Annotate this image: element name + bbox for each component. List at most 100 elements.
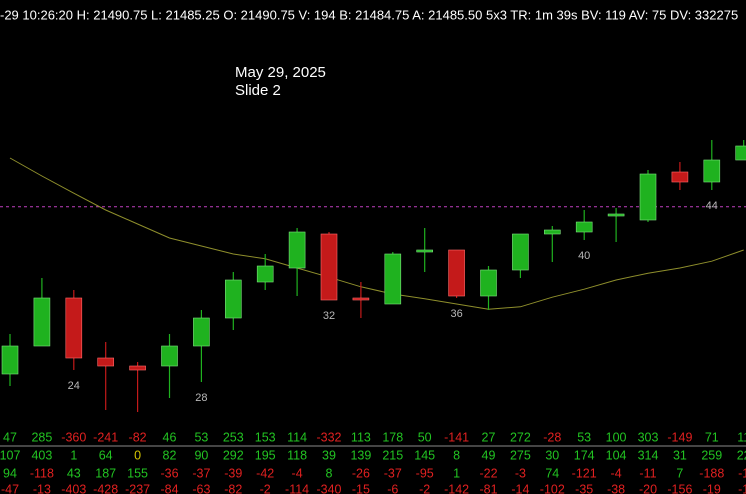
- table-cell: 7: [676, 466, 683, 480]
- table-cell: -237: [125, 482, 150, 494]
- candle-body: [480, 269, 497, 297]
- table-cell: -82: [224, 482, 242, 494]
- table-cell: -14: [511, 482, 529, 494]
- table-cell: -15: [352, 482, 370, 494]
- table-cell: 139: [350, 448, 371, 462]
- table-cell: -141: [444, 430, 469, 444]
- table-cell: 53: [577, 430, 591, 444]
- table-cell: 195: [255, 448, 276, 462]
- table-cell: 104: [606, 448, 627, 462]
- candle-body: [65, 297, 83, 359]
- table-cell: 215: [382, 448, 403, 462]
- candle-body: [1, 345, 19, 375]
- table-cell: -95: [416, 466, 434, 480]
- table-cell: 8: [326, 466, 333, 480]
- table-cell: -360: [61, 430, 86, 444]
- candle-body: [33, 297, 51, 347]
- table-cell: -26: [352, 466, 370, 480]
- table-cell: 50: [418, 430, 432, 444]
- candle-body: [352, 297, 370, 301]
- table-cell: 259: [701, 448, 722, 462]
- table-cell: 39: [322, 448, 336, 462]
- table-cell: 74: [545, 466, 559, 480]
- table-cell: -20: [639, 482, 657, 494]
- table-cell: -241: [93, 430, 118, 444]
- candle-body: [97, 357, 114, 367]
- table-cell: -428: [93, 482, 118, 494]
- table-cell: -22: [479, 466, 497, 480]
- bar-count-label: 28: [195, 392, 207, 404]
- table-cell: -4: [611, 466, 622, 480]
- table-cell: -35: [575, 482, 593, 494]
- table-cell: 153: [255, 430, 276, 444]
- table-cell: -37: [384, 466, 402, 480]
- table-cell: -340: [316, 482, 341, 494]
- table-cell: 118: [287, 448, 307, 462]
- candle-body: [320, 233, 338, 301]
- table-cell: 292: [223, 448, 244, 462]
- table-cell: -37: [192, 466, 210, 480]
- table-cell: -6: [387, 482, 398, 494]
- candle-body: [288, 231, 306, 269]
- table-cell: 71: [705, 430, 719, 444]
- table-cell: -2: [260, 482, 271, 494]
- table-cell: 275: [510, 448, 531, 462]
- candle-body: [671, 171, 689, 183]
- candle-body: [703, 159, 721, 183]
- table-cell: -42: [256, 466, 274, 480]
- table-cell: -38: [607, 482, 625, 494]
- table-cell: 145: [414, 448, 435, 462]
- table-cell: -13: [33, 482, 51, 494]
- table-cell: 27: [482, 430, 496, 444]
- table-cell: 1: [70, 448, 77, 462]
- table-cell: -3: [515, 466, 526, 480]
- table-cell: 174: [574, 448, 595, 462]
- table-cell: -1: [738, 482, 746, 494]
- table-cell: -19: [703, 482, 721, 494]
- table-cell: 303: [638, 430, 659, 444]
- table-cell: -156: [667, 482, 692, 494]
- table-cell: -102: [540, 482, 565, 494]
- table-cell: 82: [163, 448, 177, 462]
- table-cell: 314: [638, 448, 659, 462]
- bar-count-label: 40: [578, 250, 590, 262]
- table-cell: 403: [31, 448, 52, 462]
- table-cell: 272: [510, 430, 531, 444]
- candle-body: [735, 145, 746, 161]
- table-cell: -47: [1, 482, 19, 494]
- table-cell: -82: [129, 430, 147, 444]
- table-cell: -4: [292, 466, 303, 480]
- table-cell: 46: [163, 430, 177, 444]
- table-cell: 53: [194, 430, 208, 444]
- table-cell: -332: [316, 430, 341, 444]
- table-cell: 8: [453, 448, 460, 462]
- candle-body: [639, 173, 657, 221]
- candle-body: [543, 229, 561, 235]
- table-cell: 47: [3, 430, 17, 444]
- candle-body: [161, 345, 178, 367]
- bar-count-label: 44: [706, 200, 718, 212]
- table-cell: -36: [160, 466, 178, 480]
- table-cell: 90: [194, 448, 208, 462]
- table-cell: 11: [737, 430, 746, 444]
- header: -29 10:26:20 H: 21490.75 L: 21485.25 O: …: [0, 7, 738, 22]
- table-cell: 178: [382, 430, 403, 444]
- table-cell: 64: [99, 448, 113, 462]
- table-cell: 187: [95, 466, 116, 480]
- candle-body: [225, 279, 242, 319]
- table-cell: 113: [351, 430, 371, 444]
- table-cell: 107: [0, 448, 20, 462]
- table-cell: -84: [160, 482, 178, 494]
- table-cell: 49: [482, 448, 496, 462]
- table-cell: -118: [30, 466, 54, 480]
- moving-average: [9, 157, 744, 310]
- candle-body: [384, 253, 402, 305]
- candle-body: [193, 317, 210, 347]
- bar-count-label: 32: [323, 310, 335, 322]
- table-cell: -188: [699, 466, 724, 480]
- table-cell: 155: [127, 466, 148, 480]
- bar-count-label: 36: [450, 308, 462, 320]
- table-cell: 100: [606, 430, 627, 444]
